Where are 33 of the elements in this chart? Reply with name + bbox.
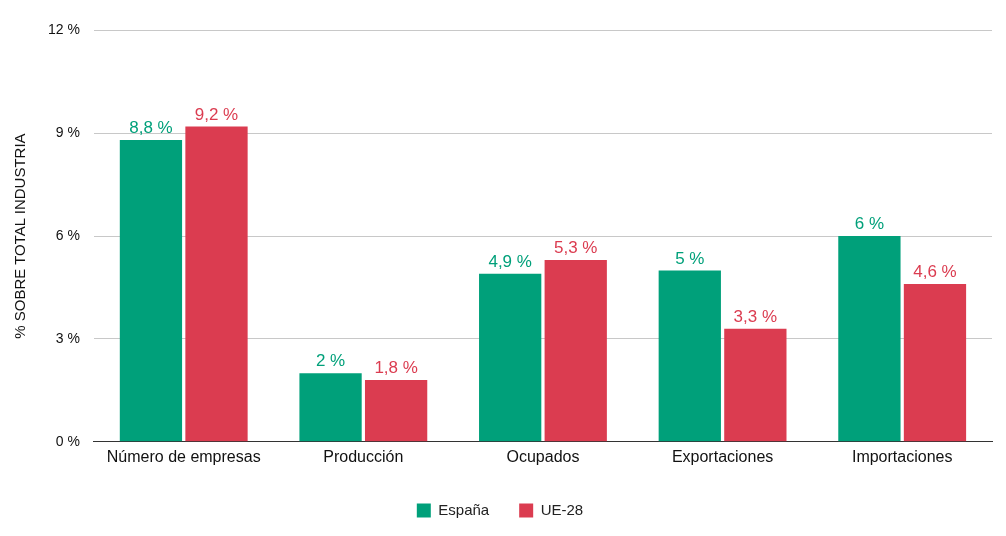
data-label: 2 % (315, 351, 346, 371)
x-tick-label: Número de empresas (106, 447, 261, 465)
data-label: 4,6 % (913, 262, 957, 282)
data-label: 8,8 % (129, 118, 173, 138)
legend-label: UE-28 (540, 500, 584, 518)
data-label: 1,8 % (374, 358, 418, 378)
x-tick-label: Exportaciones (671, 447, 774, 465)
y-tick-label: 0 % (55, 432, 80, 449)
y-tick-label: 6 % (55, 226, 80, 243)
data-label: 9,2 % (194, 104, 239, 124)
bar (119, 140, 183, 442)
y-axis-title: % SOBRE TOTAL INDUSTRIA (11, 133, 29, 339)
data-label: 6 % (854, 214, 885, 234)
legend-label: España (438, 500, 490, 518)
bar (903, 284, 967, 442)
data-label: 4,9 % (488, 252, 532, 271)
data-label: 5,3 % (553, 238, 598, 258)
bar (364, 380, 428, 442)
data-label: 3,3 % (733, 306, 778, 326)
x-tick-label: Producción (323, 447, 404, 465)
bar (544, 260, 607, 442)
bar (724, 328, 787, 442)
bar (658, 270, 721, 442)
bar (838, 236, 901, 442)
data-label: 5 % (675, 248, 705, 268)
bar (185, 126, 248, 442)
bar (479, 273, 542, 442)
x-tick-label: Importaciones (851, 447, 953, 465)
y-tick-label: 9 % (55, 124, 80, 141)
y-tick-label: 12 % (47, 21, 80, 38)
bar (299, 373, 362, 442)
y-tick-label: 3 % (55, 329, 80, 346)
x-tick-label: Ocupados (506, 447, 580, 465)
